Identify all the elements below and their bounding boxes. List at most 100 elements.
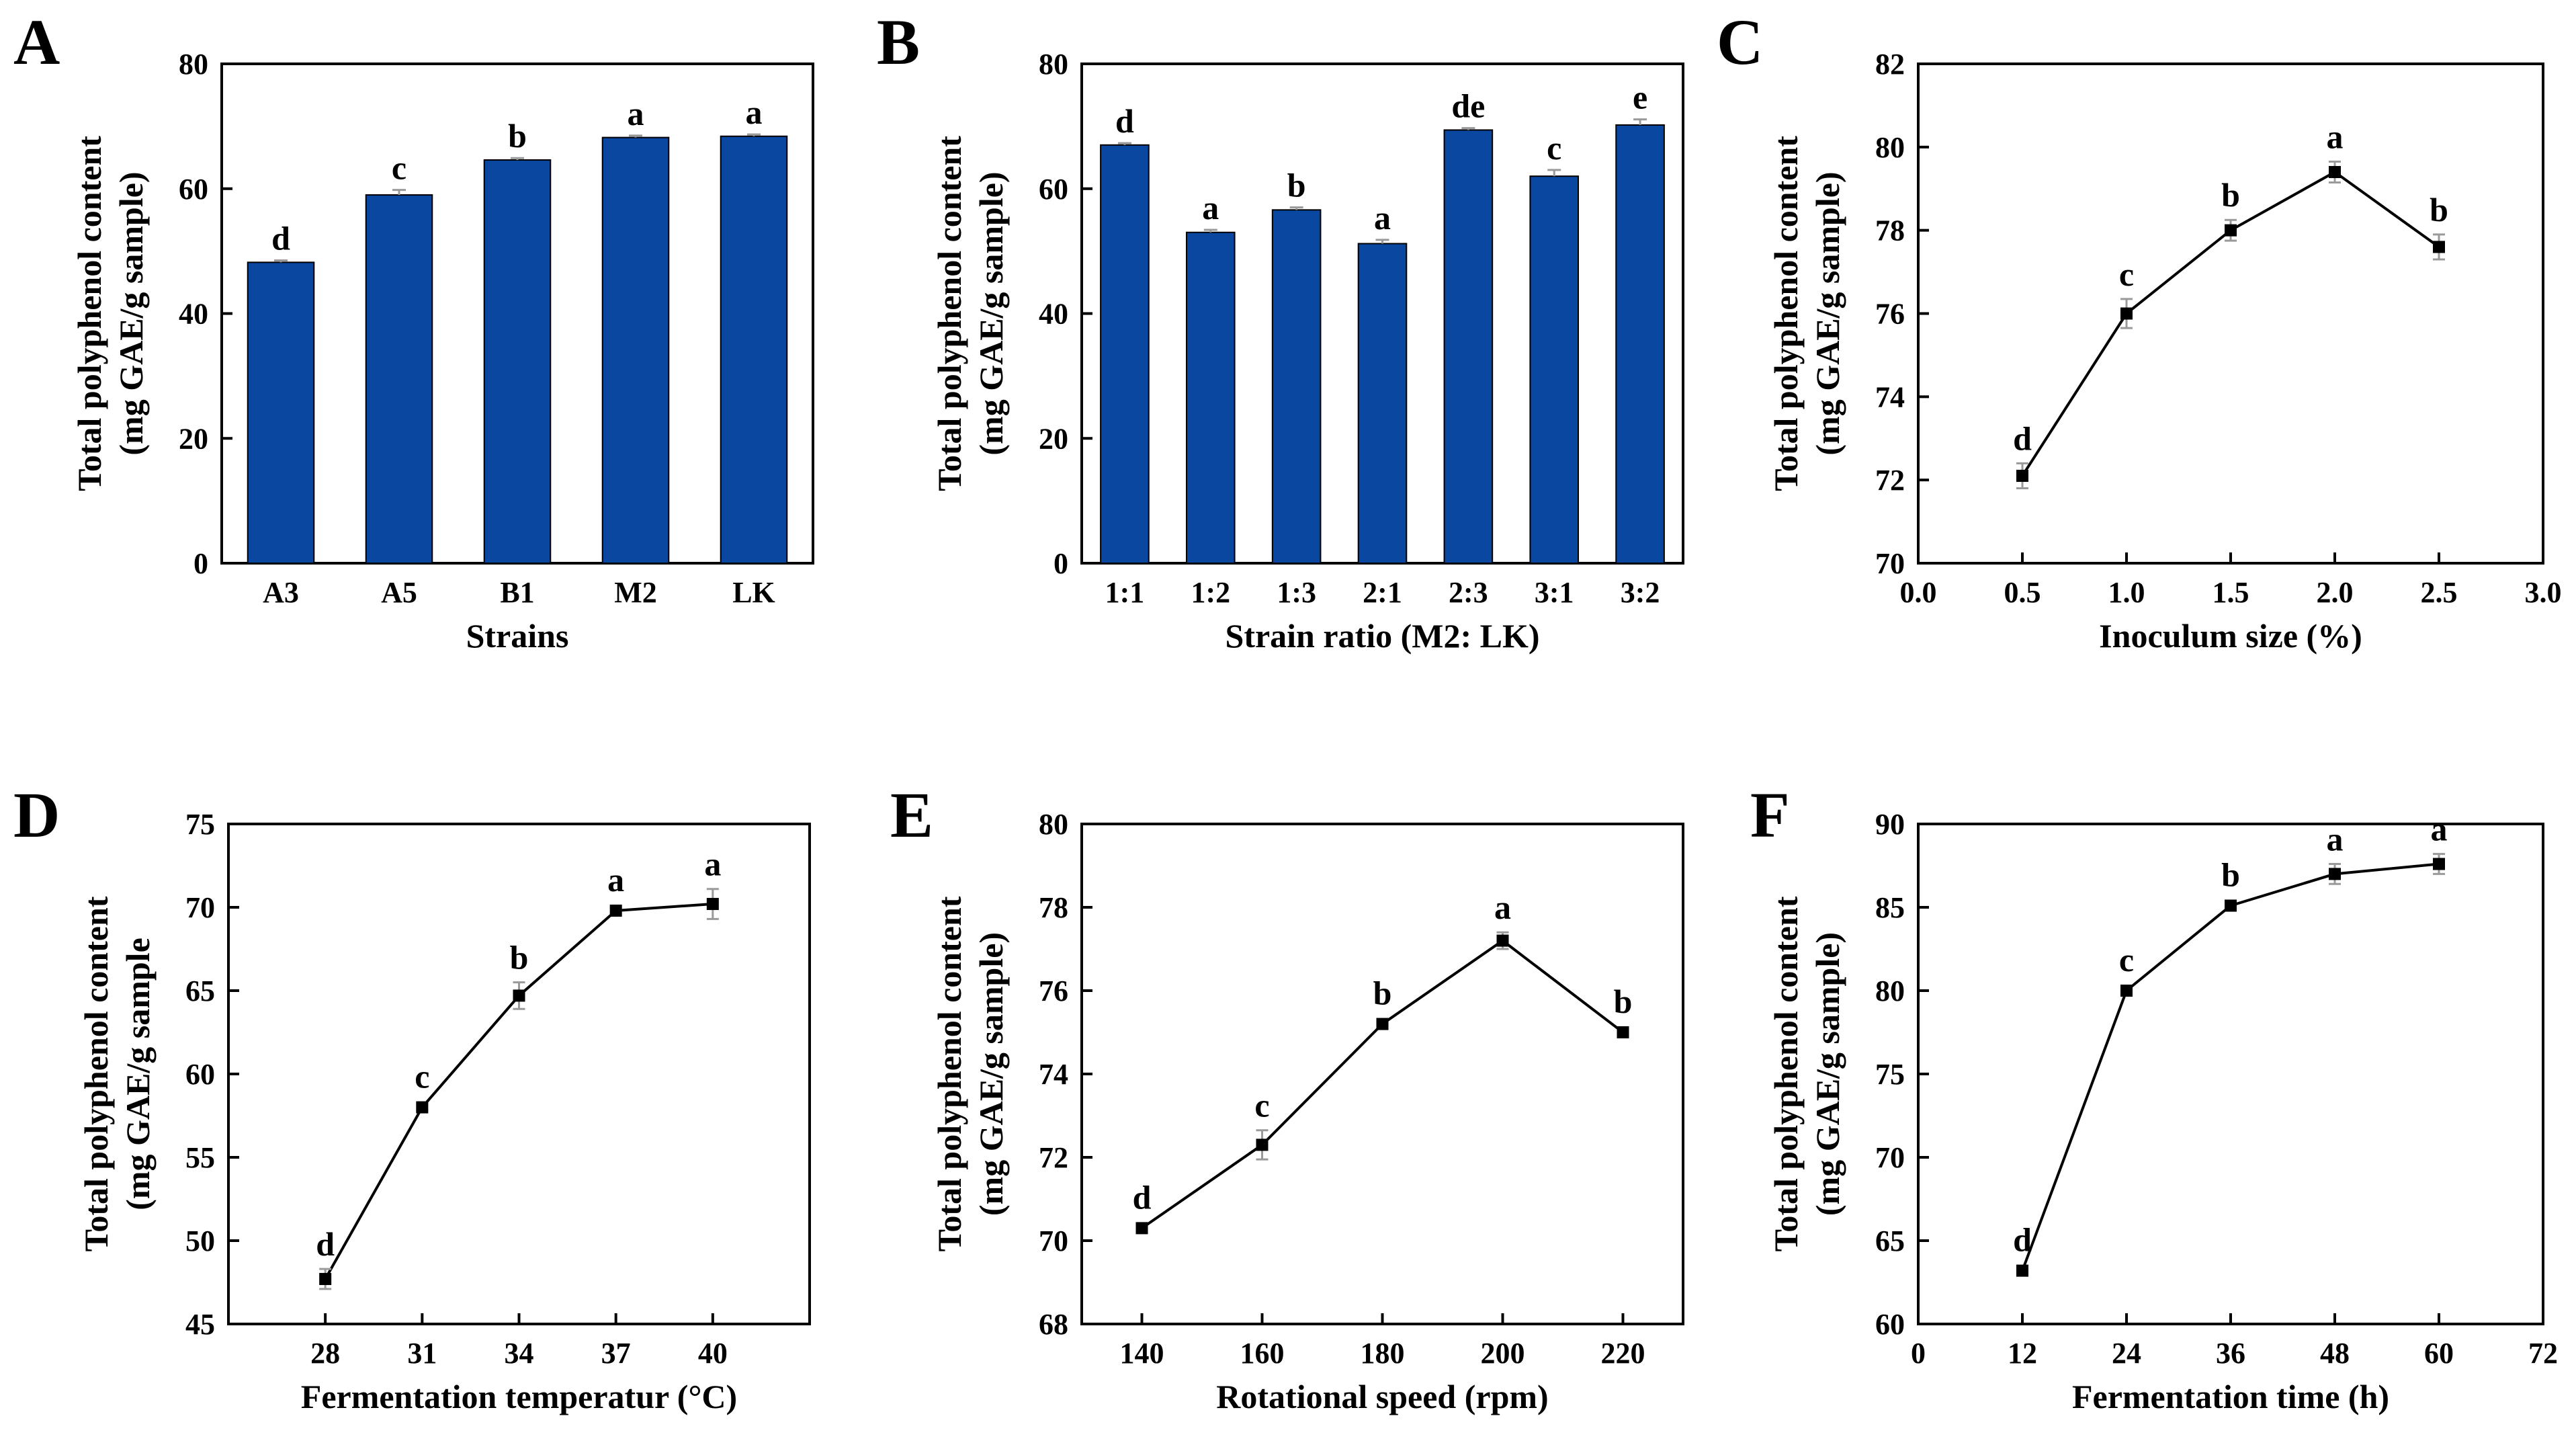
- data-point: [1496, 934, 1509, 947]
- significance-letter: b: [2430, 191, 2448, 229]
- y-tick-label: 70: [185, 891, 215, 924]
- data-point: [2225, 224, 2237, 237]
- data-point: [1617, 1026, 1629, 1038]
- x-axis-label: Inoculum size (%): [2099, 617, 2362, 655]
- significance-letter: a: [2327, 118, 2344, 156]
- x-tick-label: 0: [1911, 1337, 1926, 1370]
- x-tick-label: 12: [2008, 1337, 2037, 1370]
- significance-letter: a: [1494, 888, 1511, 926]
- significance-letter: de: [1451, 87, 1485, 125]
- significance-letter: c: [392, 149, 406, 187]
- y-tick-label: 65: [185, 975, 215, 1007]
- x-tick-label: 1.0: [2108, 576, 2145, 609]
- bar: [1185, 231, 1236, 564]
- y-tick-label: 80: [179, 48, 208, 81]
- data-point: [2016, 1264, 2028, 1277]
- y-tick-label: 68: [1039, 1308, 1068, 1341]
- panel-label: A: [13, 6, 60, 78]
- x-tick-label: 2.5: [2421, 576, 2458, 609]
- x-tick-label: 1:1: [1105, 576, 1145, 609]
- significance-letter: b: [1373, 975, 1392, 1012]
- significance-letter: a: [746, 93, 763, 131]
- y-tick-label: 75: [1875, 1058, 1905, 1091]
- x-tick-label: 220: [1601, 1337, 1645, 1370]
- x-axis-label: Rotational speed (rpm): [1216, 1378, 1548, 1415]
- bar: [1271, 209, 1322, 564]
- x-tick-label: 180: [1361, 1337, 1405, 1370]
- y-tick-label: 65: [1875, 1225, 1905, 1257]
- significance-letter: a: [2431, 811, 2448, 848]
- y-tick-label: 78: [1039, 891, 1068, 924]
- panel-label: B: [877, 6, 920, 78]
- series-line: [2021, 170, 2440, 477]
- x-axis-label: Strain ratio (M2: LK): [1226, 617, 1540, 655]
- x-tick-label: 60: [2424, 1337, 2454, 1370]
- y-tick-label: 50: [185, 1225, 215, 1257]
- panel-f: 60 65 70 75 80 85 90 0 12 24 36 48 60 72 Fermentation …: [1750, 779, 2558, 1415]
- x-tick-label: LK: [732, 576, 775, 609]
- x-tick-label: 28: [310, 1337, 340, 1370]
- x-tick-label: 2:3: [1449, 576, 1488, 609]
- panel-c: 70 72 74 76 78 80 82 0.0 0.5 1.0 1.5 2.0 2.5 3.0 Inocu…: [1717, 6, 2562, 655]
- x-tick-label: 3:2: [1621, 576, 1660, 609]
- y-axis-label-line2: (mg GAE/g sample): [972, 171, 1010, 455]
- significance-letter: d: [316, 1225, 335, 1263]
- y-axis-label-line1: Total polyphenol content: [931, 136, 968, 491]
- y-tick-label: 80: [1039, 808, 1068, 841]
- data-point: [319, 1273, 332, 1286]
- data-point: [2433, 858, 2445, 870]
- x-tick-label: A3: [263, 576, 299, 609]
- significance-letter: a: [628, 95, 644, 132]
- panel-d: 45 50 55 60 65 70 75 28 31 34 37 40 Fermentation tem…: [13, 779, 811, 1415]
- y-axis-label-line2: (mg GAE/g sample): [1809, 171, 1846, 455]
- y-tick-label: 55: [185, 1141, 215, 1174]
- data-point: [2120, 307, 2133, 320]
- y-tick-label: 70: [1875, 547, 1905, 580]
- y-axis-label-line2: (mg GAE/g sample): [1809, 932, 1846, 1216]
- x-tick-label: 72: [2528, 1337, 2558, 1370]
- bar: [483, 159, 552, 564]
- x-tick-label: 3:1: [1535, 576, 1574, 609]
- x-tick-label: 1.5: [2213, 576, 2249, 609]
- y-tick-label: 72: [1039, 1141, 1068, 1174]
- x-tick-label: 2.0: [2317, 576, 2354, 609]
- y-axis-label-line2: (mg GAE/g sample): [112, 171, 150, 455]
- y-axis-label-line1: Total polyphenol content: [1767, 136, 1805, 491]
- plot-frame: [1917, 823, 2544, 1325]
- data-point: [2120, 985, 2133, 997]
- panel-label: F: [1750, 779, 1790, 851]
- y-tick-label: 80: [1875, 975, 1905, 1007]
- x-tick-label: 1:2: [1191, 576, 1230, 609]
- panel-label: E: [890, 779, 933, 851]
- significance-letter: a: [1374, 199, 1391, 237]
- y-tick-label: 85: [1875, 891, 1905, 924]
- data-point: [2225, 899, 2237, 912]
- x-tick-label: 48: [2320, 1337, 2350, 1370]
- x-tick-label: 24: [2112, 1337, 2141, 1370]
- x-tick-label: 37: [601, 1337, 631, 1370]
- bar: [601, 136, 670, 564]
- significance-letter: a: [607, 861, 624, 899]
- significance-letter: a: [704, 845, 721, 883]
- y-tick-label: 0: [194, 547, 208, 580]
- x-tick-label: 0.0: [1900, 576, 1937, 609]
- y-tick-label: 80: [1875, 131, 1905, 164]
- y-axis-label-line1: Total polyphenol content: [931, 896, 968, 1251]
- panel-label: D: [13, 779, 60, 851]
- bar: [365, 194, 433, 565]
- data-point: [2016, 469, 2028, 482]
- bar: [1357, 243, 1408, 564]
- panel-a: 0 20 40 60 80 A3 A5 B1 M2 LK Strains Total polyphen…: [13, 6, 814, 655]
- y-tick-label: 75: [185, 808, 215, 841]
- data-point: [1376, 1018, 1389, 1030]
- x-tick-label: 140: [1120, 1337, 1164, 1370]
- y-tick-label: 70: [1039, 1225, 1068, 1257]
- panel-b: 0 20 40 60 80 1:1 1:2 1:3 2:1 2:3 3:1 3:2 Strain rat…: [877, 6, 1684, 655]
- bar: [1443, 129, 1494, 564]
- y-tick-label: 40: [1039, 298, 1068, 331]
- data-point: [2433, 241, 2445, 253]
- x-tick-label: 1:3: [1277, 576, 1316, 609]
- y-tick-label: 20: [1039, 422, 1068, 455]
- significance-letter: a: [1202, 189, 1219, 226]
